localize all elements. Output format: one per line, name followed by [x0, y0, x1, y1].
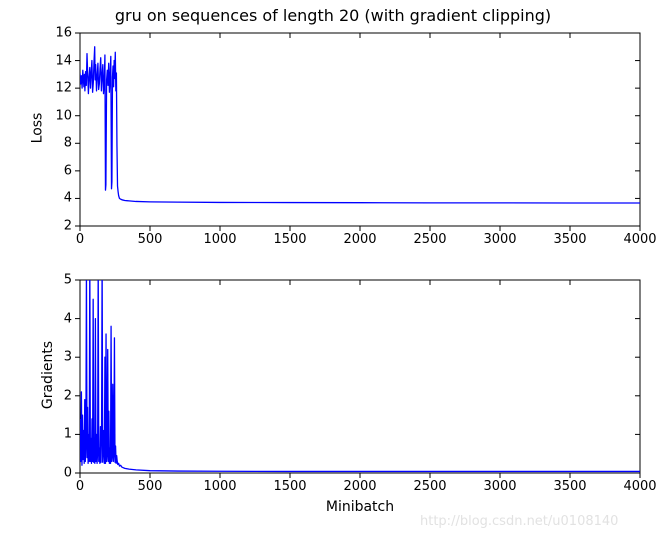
x-tick-label: 2000: [343, 232, 376, 247]
y-tick-label: 3: [64, 350, 72, 365]
x-tick-label: 0: [76, 232, 84, 247]
x-tick-label: 1500: [273, 232, 306, 247]
y-tick-label: 16: [55, 26, 72, 41]
x-tick-label: 2500: [413, 479, 446, 494]
x-tick-label: 4000: [623, 232, 656, 247]
y-tick-label: 8: [64, 136, 72, 151]
gradients-x-label: Minibatch: [80, 499, 640, 515]
figure: gru on sequences of length 20 (with grad…: [0, 0, 666, 535]
y-tick-label: 2: [64, 388, 72, 403]
x-tick-label: 1000: [203, 479, 236, 494]
y-tick-label: 0: [64, 466, 72, 481]
x-tick-label: 1500: [273, 479, 306, 494]
x-tick-label: 500: [138, 232, 163, 247]
gradients-y-label: Gradients: [40, 335, 56, 415]
y-tick-label: 4: [64, 311, 72, 326]
x-tick-label: 0: [76, 479, 84, 494]
x-tick-label: 4000: [623, 479, 656, 494]
y-tick-label: 14: [55, 53, 72, 68]
x-tick-label: 500: [138, 479, 163, 494]
y-tick-label: 6: [64, 163, 72, 178]
y-tick-label: 4: [64, 191, 72, 206]
x-tick-label: 3000: [483, 232, 516, 247]
x-tick-label: 3500: [553, 479, 586, 494]
x-tick-label: 3500: [553, 232, 586, 247]
y-tick-label: 2: [64, 219, 72, 234]
x-tick-label: 3000: [483, 479, 516, 494]
y-tick-label: 10: [55, 108, 72, 123]
y-tick-label: 5: [64, 273, 72, 288]
gradients-chart-svg: [0, 0, 666, 535]
y-tick-label: 12: [55, 81, 72, 96]
x-tick-label: 2000: [343, 479, 376, 494]
watermark-text: http://blog.csdn.net/u0108140: [420, 514, 618, 529]
x-tick-label: 1000: [203, 232, 236, 247]
x-tick-label: 2500: [413, 232, 446, 247]
y-tick-label: 1: [64, 427, 72, 442]
